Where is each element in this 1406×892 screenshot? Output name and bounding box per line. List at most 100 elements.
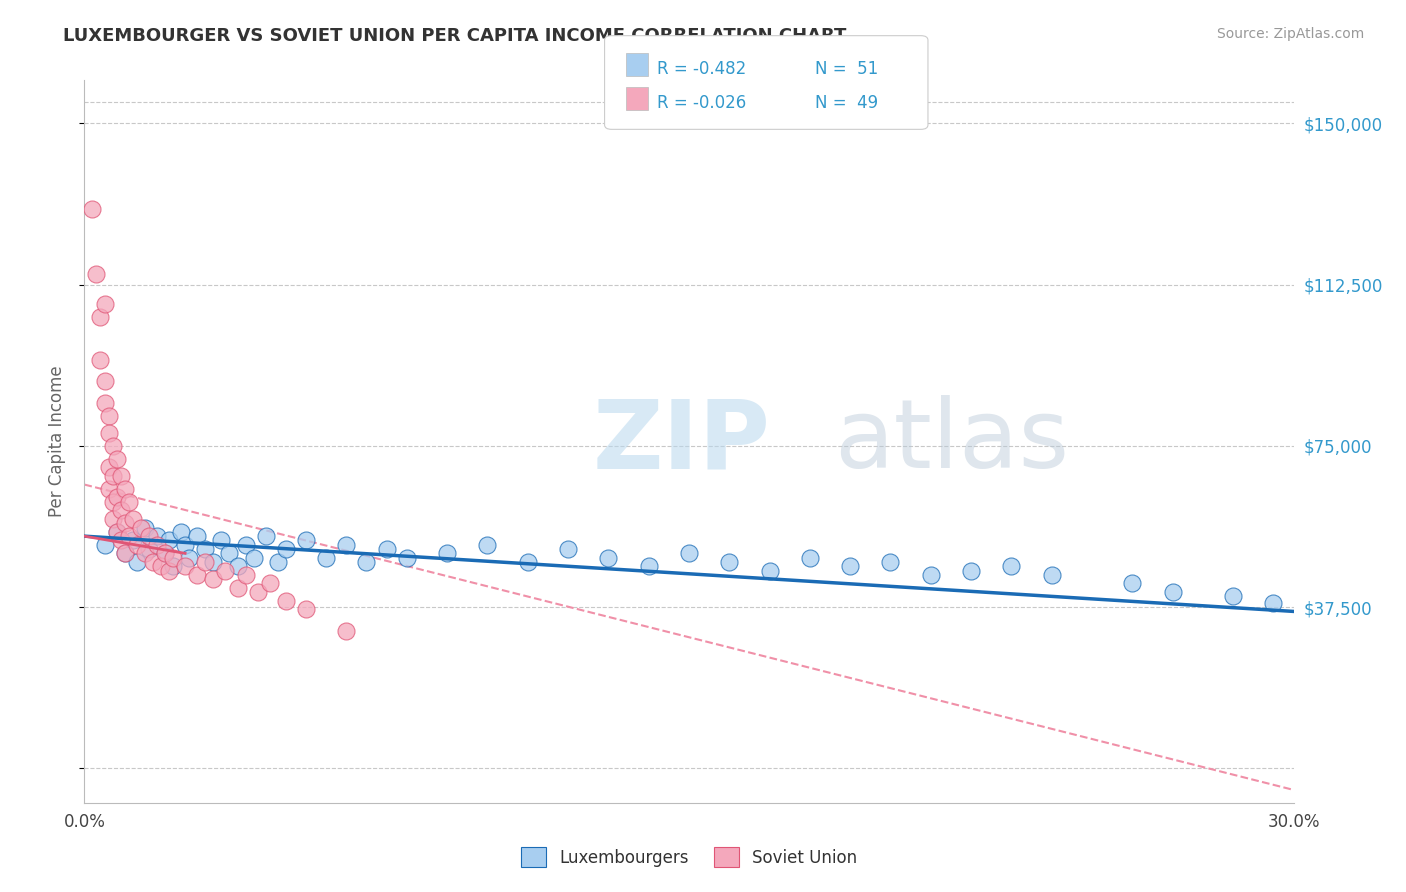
Point [110,469,132,483]
Point [105,491,128,505]
Point [105,524,128,539]
Point [174,538,197,552]
Point [1263,596,1285,610]
Point [170,524,193,539]
Text: Source: ZipAtlas.com: Source: ZipAtlas.com [1216,27,1364,41]
Point [114,546,136,560]
Point [879,555,901,569]
Point [105,524,128,539]
Point [259,576,281,591]
Point [1222,590,1244,604]
Y-axis label: Per Capita Income: Per Capita Income [48,366,66,517]
Point [97,482,120,496]
Point [97,409,120,423]
Point [101,469,124,483]
Point [110,503,132,517]
Point [93,297,115,311]
Point [194,542,217,557]
Point [235,567,257,582]
Point [162,559,184,574]
Point [138,529,160,543]
Point [1161,585,1184,599]
Point [89,310,111,324]
Point [110,533,132,548]
Text: ZIP: ZIP [592,395,770,488]
Point [315,550,337,565]
Point [295,533,318,548]
Point [242,550,264,565]
Point [637,559,659,574]
Point [142,555,165,569]
Point [86,267,108,281]
Point [186,529,208,543]
Point [114,546,136,560]
Point [146,538,169,552]
Point [557,542,579,557]
Point [202,572,225,586]
Point [758,564,780,578]
Point [153,546,176,560]
Point [157,564,180,578]
Point [209,533,232,548]
Point [174,559,197,574]
Text: R = -0.026: R = -0.026 [657,94,745,112]
Point [226,559,249,574]
Point [436,546,458,560]
Point [97,460,120,475]
Point [118,529,141,543]
Point [920,567,942,582]
Point [246,585,269,599]
Point [598,550,620,565]
Point [93,375,115,389]
Text: N =  49: N = 49 [815,94,879,112]
Point [960,564,983,578]
Point [121,533,143,548]
Point [718,555,741,569]
Point [1121,576,1143,591]
Point [82,202,104,217]
Point [157,533,180,548]
Point [146,529,169,543]
Point [335,538,357,552]
Point [799,550,821,565]
Point [129,520,152,534]
Point [477,538,499,552]
Point [267,555,290,569]
Text: N =  51: N = 51 [815,60,879,78]
Text: atlas: atlas [834,395,1069,488]
Point [186,567,208,582]
Point [335,624,357,638]
Point [97,425,120,440]
Point [214,564,236,578]
Point [839,559,862,574]
Point [125,555,148,569]
Point [1000,559,1022,574]
Point [194,555,217,569]
Legend: Luxembourgers, Soviet Union: Luxembourgers, Soviet Union [515,840,863,874]
Point [274,542,297,557]
Point [118,494,141,508]
Point [153,546,176,560]
Point [375,542,398,557]
Point [218,546,240,560]
Point [1040,567,1063,582]
Point [138,542,160,557]
Text: R = -0.482: R = -0.482 [657,60,745,78]
Point [134,520,156,534]
Point [101,439,124,453]
Point [202,555,225,569]
Point [149,559,172,574]
Point [125,538,148,552]
Point [101,512,124,526]
Point [121,512,143,526]
Point [101,494,124,508]
Text: LUXEMBOURGER VS SOVIET UNION PER CAPITA INCOME CORRELATION CHART: LUXEMBOURGER VS SOVIET UNION PER CAPITA … [63,27,846,45]
Point [114,482,136,496]
Point [226,581,249,595]
Point [134,546,156,560]
Point [114,516,136,531]
Point [89,352,111,367]
Point [105,451,128,466]
Point [274,593,297,607]
Point [516,555,538,569]
